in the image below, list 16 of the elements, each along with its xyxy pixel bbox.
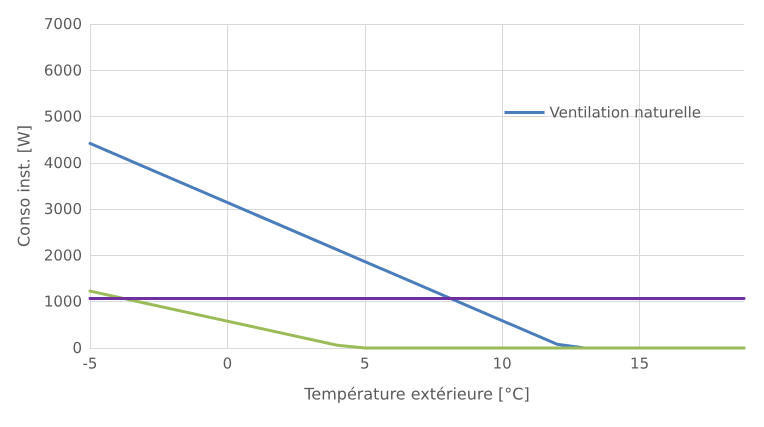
y-tick-label: 6000 — [44, 61, 82, 80]
y-tick-label: 1000 — [44, 292, 82, 311]
x-axis-title: Température extérieure [°C] — [303, 384, 530, 404]
legend-label: Ventilation naturelle — [550, 104, 702, 122]
y-tick-label: 5000 — [44, 108, 82, 126]
x-tick-label: -5 — [82, 354, 98, 372]
y-tick-label: 4000 — [44, 154, 82, 172]
y-tick-label: 0 — [72, 339, 82, 357]
y-axis-title: Conso inst. [W] — [14, 125, 34, 247]
x-tick-label: 10 — [492, 354, 512, 372]
y-tick-label: 3000 — [44, 200, 82, 218]
x-tick-label: 5 — [360, 354, 370, 372]
y-tick-label: 7000 — [44, 15, 82, 33]
y-tick-label: 2000 — [44, 246, 82, 264]
x-tick-label: 0 — [222, 354, 232, 372]
x-tick-label: 15 — [630, 354, 650, 372]
